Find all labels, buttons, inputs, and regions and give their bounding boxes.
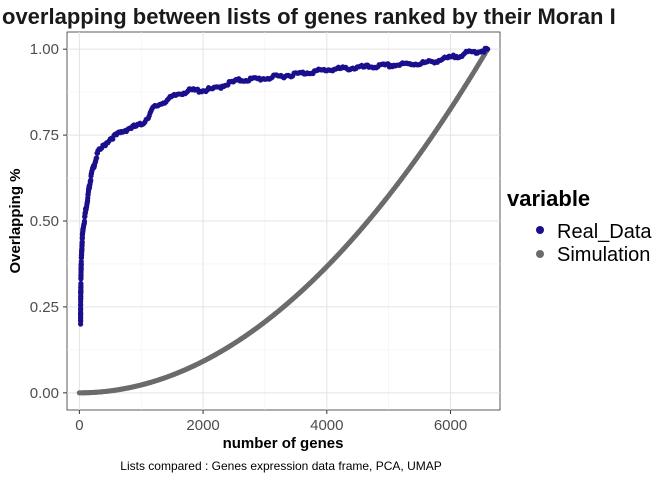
simulation-series: [76, 46, 491, 396]
y-axis-title: Overlapping %: [7, 168, 24, 273]
real-data-point: [88, 177, 94, 183]
x-axis-title: number of genes: [223, 435, 344, 452]
real-data-point: [78, 280, 84, 287]
legend-label-real-data: Real_Data: [557, 221, 652, 243]
y-tick-label: 0.50: [30, 213, 59, 230]
x-tick-label: 6000: [434, 417, 467, 434]
x-tick-label: 2000: [186, 417, 219, 434]
real-data-point: [485, 46, 491, 52]
x-tick-label: 4000: [310, 417, 343, 434]
y-tick-label: 0.25: [30, 299, 59, 316]
real-data-point: [78, 258, 84, 265]
real-data-series: [78, 45, 491, 327]
grid-lines: [67, 32, 500, 410]
legend-label-simulation: Simulation: [557, 244, 650, 266]
y-tick-label: 1.00: [30, 41, 59, 58]
y-tick-label: 0.00: [30, 385, 59, 402]
real-data-point: [81, 218, 88, 224]
x-tick-label: 0: [75, 417, 83, 434]
chart-title: overlapping between lists of genes ranke…: [2, 4, 616, 29]
legend-marker-real-data: [536, 226, 544, 234]
legend-title: variable: [507, 186, 590, 211]
real-data-point: [94, 155, 100, 161]
y-axis-ticks: 0.00 0.25 0.50 0.75 1.00: [30, 41, 67, 402]
x-axis-ticks: 0 2000 4000 6000: [75, 410, 467, 434]
legend-marker-simulation: [536, 250, 544, 258]
chart-caption: Lists compared : Genes expression data f…: [120, 459, 441, 473]
y-tick-label: 0.75: [30, 127, 59, 144]
